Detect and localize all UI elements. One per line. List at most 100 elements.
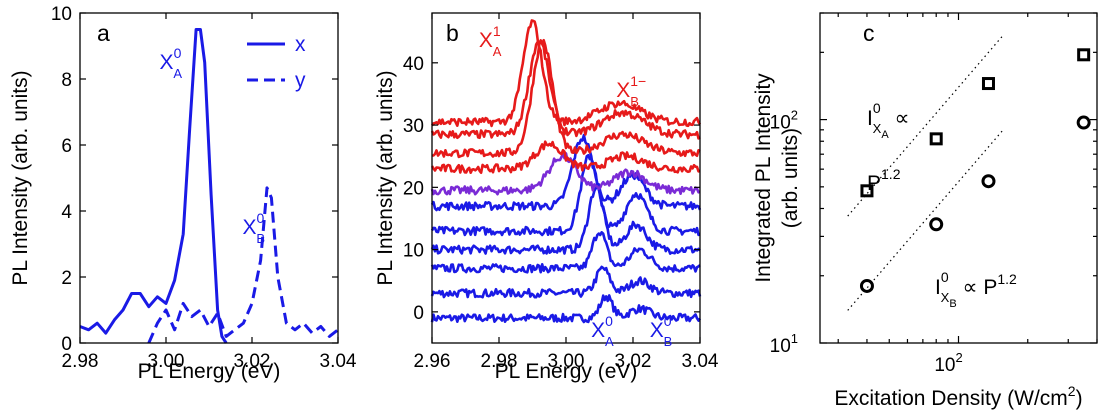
panel-b-spectrum-9 (430, 39, 701, 140)
panel-b-ytick-label: 20 (403, 178, 424, 199)
panel-b-xtick-label: 3.02 (615, 351, 652, 372)
panel-a-ytick-label: 10 (51, 4, 72, 25)
panel-c-ytick-label-base: 10 (770, 336, 791, 357)
panel-c-xtick-label-exp: 2 (955, 350, 962, 365)
panel-a-letter: a (97, 20, 110, 46)
panel-b-ytick-label: 30 (403, 116, 424, 137)
panel-c-ytick-label-exp: 2 (791, 108, 798, 123)
panel-c-fit-label-a-sub: X (873, 121, 882, 136)
panel-a-annotation-0: X0 A (160, 45, 183, 81)
panel-a-legend-x: x (295, 33, 306, 56)
panel-c-ylabel-line2: (arb. units) (779, 128, 802, 228)
panel-a-annotation-0-base: X (160, 51, 174, 74)
panel-c-xlabel-close: ) (1076, 387, 1083, 410)
panel-a-ytick-label: 8 (61, 70, 72, 91)
panel-a-annotation-1-base: X (243, 216, 257, 239)
panel-c-fit-label-b-tail-sup: 1.2 (997, 271, 1017, 287)
panel-b-spectrum-4 (430, 154, 701, 237)
panel-b-spectrum-7 (430, 140, 701, 174)
panel-c-fit-label-a2-sup: 1.2 (881, 166, 901, 182)
panel-b-annotation-1-base: X (616, 79, 630, 102)
panel-a: 2.98 3.00 3.02 3.04 0 2 4 6 8 10 PL Energy (eV) PL … (9, 4, 357, 383)
panel-a-axes-frame (79, 12, 339, 344)
panel-b-spectrum-0 (430, 294, 702, 324)
panel-c-ytick-label-exp: 1 (791, 331, 798, 346)
panel-a-annotation-1-sub: B (256, 231, 265, 246)
panel-c-ytick-label: 102 (770, 108, 798, 134)
panel-b-annotation-3-base: X (650, 319, 664, 342)
panel-b-annotation-0-sup: 1 (493, 23, 501, 39)
panel-c-point-X_A (860, 184, 874, 198)
panel-b-annotation-2-sup: 0 (605, 313, 613, 329)
panel-b-xtick-label: 2.98 (481, 351, 518, 372)
panel-c-xlabel-sup: 2 (1068, 383, 1076, 399)
panel-c-ytick-label-base: 10 (770, 113, 791, 134)
panel-b-spectrum-3 (430, 184, 701, 255)
panel-c-fit-label-b-sup: 0 (941, 269, 949, 285)
panel-c-fit-label-a-sup: 0 (873, 100, 881, 116)
panel-c-ylabel-line1: Integrated PL Intensity (752, 73, 775, 283)
panel-b-spectrum-1 (430, 265, 702, 299)
panel-b-annotation-3-sup: 0 (664, 313, 672, 329)
panel-c-fit-label-a-subsub: A (881, 129, 889, 141)
panel-b-ytick-label: 40 (403, 54, 424, 75)
panel-b-annotation-2: X0 A (591, 313, 614, 349)
panel-b-ytick-label: 10 (403, 241, 424, 262)
panel-a-ytick-label: 0 (61, 334, 72, 355)
panel-c-ytick-label: 101 (770, 331, 798, 357)
panel-a-xtick-label: 3.04 (320, 351, 357, 372)
panel-b-xlabel: PL Energy (eV) (495, 360, 638, 383)
panel-b-annotation-1-sup: 1− (630, 73, 646, 89)
panel-b-spectrum-5 (430, 133, 702, 212)
panel-b-xtick-label: 2.96 (414, 351, 451, 372)
panel-b-annotation-3: X0 B (650, 313, 672, 349)
panel-c-fit-label-a-base: I (867, 107, 873, 130)
panel-b-annotation-1-sub: B (630, 94, 639, 109)
panel-b-annotation-2-base: X (591, 319, 605, 342)
panel-c-point-X_A (929, 132, 943, 146)
panel-c-point-X_A (1077, 48, 1091, 62)
panel-a-xtick-label: 3.02 (234, 351, 271, 372)
panel-a-xlabel: PL Energy (eV) (138, 360, 281, 383)
panel-c-fit-label-b: I0 XB ∝ P1.2 (935, 269, 1017, 310)
panel-b-annotation-0-sub: A (493, 44, 502, 59)
panel-a-ytick-label: 2 (61, 268, 72, 289)
panel-a-annotation-0-sup: 0 (174, 45, 182, 61)
panel-a-annotation-1-sup: 0 (257, 210, 265, 226)
panel-c-fit-label-b-subsub: B (949, 298, 956, 310)
panel-c-fit-label-b-tail: ∝ P (957, 276, 998, 299)
panel-b-xtick-label: 3.00 (548, 351, 585, 372)
panel-c-letter: c (863, 20, 875, 46)
panel-c-xlabel-main: Excitation Density (W/cm (834, 387, 1067, 410)
panel-b-spectrum-2 (430, 231, 701, 274)
panel-b-annotation-0: X1 A (479, 23, 502, 59)
panel-c-fit-label-a: I0 XA ∝ (867, 100, 910, 141)
panel-b-ytick-label: 0 (413, 303, 424, 324)
panel-a-series-y (147, 186, 339, 344)
panel-c-point-X_B (1076, 115, 1091, 130)
panel-c-point-X_B (929, 217, 944, 232)
panel-a-annotation-1: X0 B (243, 210, 265, 246)
panel-a-legend-y: y (295, 69, 306, 92)
panel-a-annotation-0-sub: A (173, 66, 182, 81)
panel-a-xtick-label: 3.00 (148, 351, 185, 372)
panel-b-ylabel: PL Intensity (arb. units) (374, 70, 397, 285)
panel-a-ylabel: PL Intensity (arb. units) (9, 70, 32, 285)
panel-c-fit-label-a-tail: ∝ (889, 107, 910, 130)
panel-b-spectrum-8 (432, 38, 701, 159)
panel-b-annotation-2-sub: A (605, 334, 614, 349)
panel-c-point-X_A (981, 77, 995, 91)
panel-b-letter: b (446, 20, 459, 46)
panel-c-point-X_B (981, 174, 996, 189)
panel-b-spectrum-10 (430, 19, 702, 128)
panel-a-xtick-label: 2.98 (62, 351, 99, 372)
panel-c-xlabel: Excitation Density (W/cm2) (834, 383, 1082, 410)
panel-b-annotation-1: X1− B (616, 73, 646, 109)
panel-c-xtick-label: 102 (934, 350, 962, 376)
panel-a-ytick-label: 4 (61, 202, 72, 223)
panel-a-series-x (79, 28, 228, 344)
panel-c-fit-label-b-sub: X (941, 290, 950, 305)
